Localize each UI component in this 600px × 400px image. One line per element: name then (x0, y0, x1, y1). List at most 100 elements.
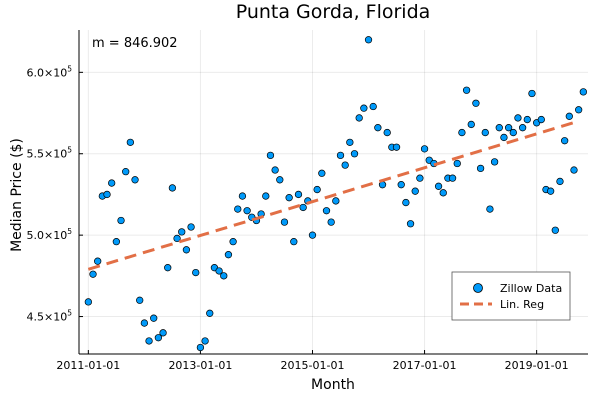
data-point (89, 270, 97, 278)
data-point (570, 166, 578, 174)
data-point (504, 124, 513, 132)
y-tick-label: 6.0×105 (27, 64, 73, 79)
data-point (215, 267, 223, 275)
data-point (439, 189, 447, 197)
data-point (364, 36, 373, 44)
data-point (112, 238, 121, 246)
y-tick-mantissa: 5.5 (27, 148, 45, 161)
slope-annotation: m = 846.902 (92, 36, 178, 51)
data-point (294, 190, 303, 199)
data-point (481, 128, 489, 137)
data-point (561, 137, 569, 145)
x-tick-label: 2013-01-01 (168, 359, 232, 372)
data-point (472, 99, 480, 107)
data-point (201, 337, 209, 345)
data-point (486, 205, 494, 213)
data-point (518, 124, 527, 132)
scatter-series (84, 36, 587, 352)
data-point (262, 192, 270, 200)
data-point (266, 151, 275, 160)
legend: Zillow Data Lin. Reg (451, 271, 571, 321)
y-tick-mantissa: 4.5 (27, 311, 45, 324)
data-point (229, 238, 237, 246)
data-point (234, 205, 242, 213)
data-point (500, 133, 508, 142)
data-point (159, 329, 167, 337)
data-point (546, 187, 555, 195)
y-tick-label: 4.5×105 (27, 309, 73, 324)
y-tick-times-ten: ×10 (44, 66, 67, 79)
data-point (514, 114, 522, 122)
data-point (136, 296, 144, 304)
x-axis-ticks: 2011-01-01 2013-01-01 2015-01-01 2017-01-01… (56, 350, 569, 372)
data-point (103, 190, 111, 199)
data-point (290, 238, 298, 246)
data-point (434, 182, 443, 190)
data-point (490, 158, 499, 166)
data-point (411, 187, 419, 195)
data-point (406, 220, 415, 228)
x-axis-label: Month (311, 377, 355, 393)
data-point (528, 89, 536, 98)
data-point (196, 343, 205, 352)
data-point (336, 151, 345, 160)
legend-label-regression: Lin. Reg (500, 298, 544, 311)
data-point (458, 128, 466, 137)
y-tick-mantissa: 6.0 (27, 66, 45, 79)
data-point (271, 166, 279, 174)
data-point (537, 115, 545, 124)
data-point (392, 143, 401, 151)
data-point (220, 272, 228, 280)
data-point (140, 319, 149, 327)
data-point (556, 177, 564, 186)
data-point (131, 176, 139, 184)
data-point (94, 257, 102, 265)
data-point (397, 181, 405, 189)
data-point (192, 268, 200, 277)
data-point (523, 115, 531, 124)
data-point (299, 203, 307, 212)
data-point (187, 223, 195, 231)
data-point (154, 334, 163, 342)
data-point (341, 161, 349, 169)
data-point (224, 251, 233, 259)
data-point (476, 164, 485, 173)
legend-box (451, 271, 571, 321)
y-tick-label: 5.0×105 (27, 227, 73, 242)
data-point (280, 218, 289, 226)
y-tick-label: 5.5×105 (27, 146, 73, 161)
data-point (313, 185, 321, 194)
x-tick-label: 2011-01-01 (56, 359, 120, 372)
data-point (350, 150, 359, 158)
regression-series (87, 119, 580, 271)
legend-marker-scatter (473, 283, 483, 293)
data-point (308, 231, 317, 239)
data-point (420, 145, 429, 153)
data-point (462, 86, 471, 94)
x-tick-label: 2015-01-01 (281, 359, 345, 372)
data-point (182, 246, 191, 254)
y-axis-label: Median Price ($) (9, 138, 25, 252)
data-point (276, 176, 284, 184)
data-point (150, 314, 158, 322)
data-point (332, 197, 340, 205)
y-tick-mantissa: 5.0 (27, 229, 45, 242)
data-point (360, 104, 368, 112)
data-point (122, 167, 130, 176)
data-point (145, 337, 153, 345)
data-point (579, 88, 587, 96)
data-point (117, 216, 125, 225)
x-tick-label: 2017-01-01 (393, 359, 457, 372)
data-point (108, 179, 116, 187)
data-point (575, 106, 583, 114)
data-point (402, 198, 410, 207)
data-point (374, 124, 382, 132)
data-point (173, 234, 181, 243)
data-point (369, 102, 377, 111)
data-point (126, 138, 135, 146)
data-point (551, 226, 559, 234)
y-tick-exponent: 5 (67, 227, 72, 236)
data-point (453, 159, 461, 168)
legend-label-scatter: Zillow Data (500, 282, 562, 295)
